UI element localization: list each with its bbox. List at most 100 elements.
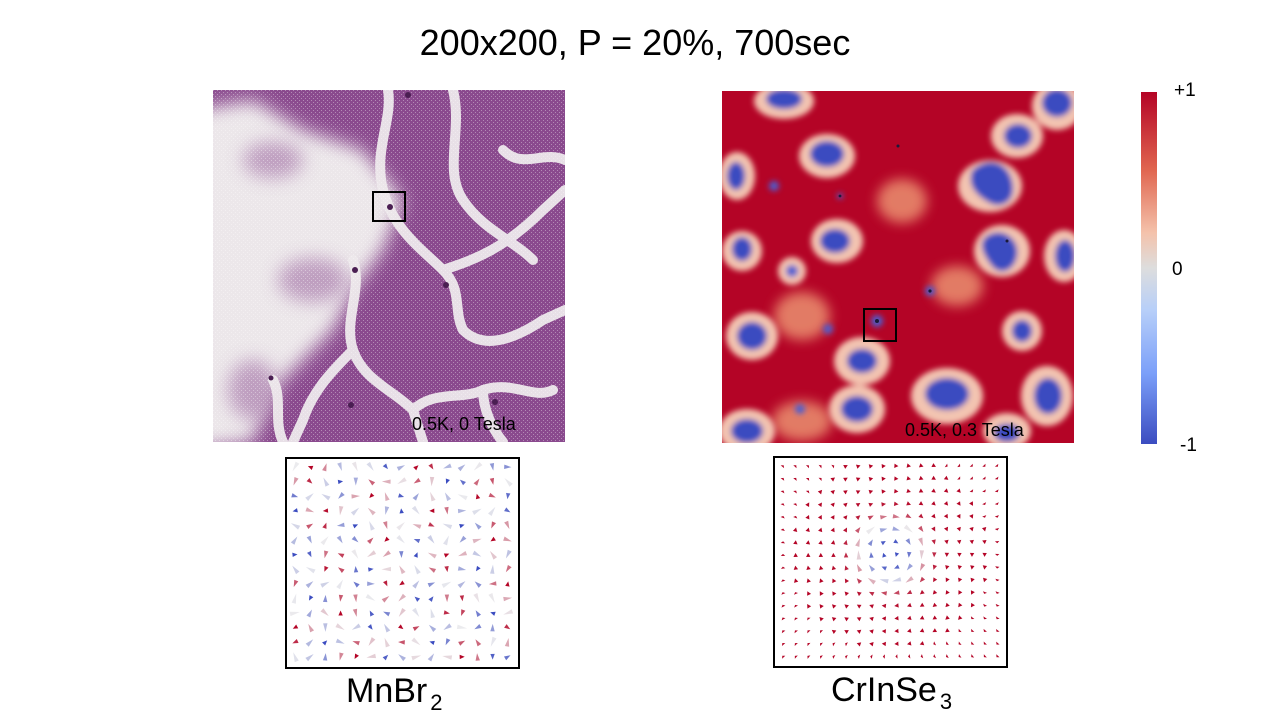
spin-arrow: [411, 655, 422, 661]
spin-arrow: [879, 579, 889, 584]
spin-arrow: [337, 462, 342, 472]
spin-arrow: [981, 527, 987, 532]
spin-arrow: [384, 623, 391, 633]
spin-arrow: [831, 552, 836, 558]
spin-arrow: [456, 624, 468, 630]
spin-arrow: [324, 550, 329, 559]
spin-arrow: [780, 541, 786, 544]
spin-arrow: [793, 565, 799, 570]
spin-arrow: [807, 591, 812, 596]
spin-arrow: [306, 478, 313, 484]
spin-arrow: [982, 591, 988, 594]
spin-arrow: [504, 507, 511, 513]
spin-arrow: [818, 527, 823, 533]
spin-arrow: [382, 654, 389, 661]
figure-title: 200x200, P = 20%, 700sec: [419, 22, 851, 63]
spin-arrow: [352, 524, 359, 529]
spin-arrow: [880, 591, 887, 596]
spin-arrow: [490, 623, 495, 632]
spin-arrow: [982, 489, 986, 493]
spin-arrow: [383, 580, 388, 587]
spin-arrow: [918, 525, 924, 532]
spin-arrow: [982, 463, 986, 467]
spin-arrow: [982, 515, 987, 518]
spin-arrow: [475, 565, 481, 572]
spin-arrow: [459, 654, 465, 660]
spin-arrow: [458, 640, 466, 646]
spin-arrow: [793, 490, 797, 494]
spin-arrow: [867, 539, 873, 547]
spin-arrow: [856, 578, 863, 584]
spin-arrow: [430, 608, 436, 619]
spin-arrow: [995, 578, 1000, 582]
spin-arrow: [906, 501, 911, 506]
spin-arrow: [781, 643, 786, 646]
spin-arrow: [457, 581, 466, 589]
spin-arrow: [444, 506, 449, 515]
spin-arrow: [820, 630, 824, 634]
material-name-mnbr2: MnBr: [346, 672, 428, 710]
spin-arrow: [969, 514, 974, 519]
spin-arrow: [830, 527, 835, 533]
spin-arrow: [504, 638, 510, 647]
spin-arrow: [305, 566, 316, 574]
spin-arrow: [474, 623, 482, 630]
spin-arrow: [906, 589, 913, 595]
spin-arrow: [970, 602, 975, 608]
spin-arrow: [503, 609, 514, 615]
spin-arrow: [780, 465, 785, 469]
spin-arrow: [867, 515, 874, 521]
spin-arrow: [983, 654, 987, 658]
spin-arrow: [958, 590, 963, 595]
spin-arrow: [780, 477, 785, 481]
spin-arrow: [384, 536, 390, 542]
spin-arrow: [943, 501, 949, 506]
spin-arrow: [996, 641, 1000, 645]
spin-arrow: [931, 526, 936, 532]
spin-arrow: [412, 523, 422, 529]
spin-arrow: [338, 594, 344, 602]
spin-arrow: [397, 477, 407, 485]
spin-arrow: [918, 513, 924, 519]
spin-arrow: [956, 526, 961, 532]
spin-arrow: [995, 566, 1000, 569]
spin-arrow: [983, 616, 987, 620]
spin-arrow: [957, 476, 961, 480]
spin-arrow: [396, 465, 406, 471]
spin-arrow: [855, 464, 861, 469]
spin-arrow: [427, 653, 435, 662]
spin-arrow: [845, 642, 848, 647]
spin-arrow: [322, 594, 328, 603]
spin-arrow: [855, 490, 861, 495]
spin-arrow: [933, 654, 936, 659]
spin-arrow: [293, 579, 299, 588]
spin-arrow: [945, 654, 949, 658]
spin-arrow: [819, 591, 824, 596]
spin-arrow: [817, 502, 822, 508]
spin-arrow: [831, 565, 837, 571]
spin-arrow: [489, 550, 498, 560]
material-subscript-mnbr2: 2: [430, 690, 443, 715]
spin-arrow: [933, 641, 937, 646]
vector-field-mnbr2: [285, 457, 520, 669]
spin-arrow: [969, 476, 973, 480]
spin-arrow: [503, 536, 512, 542]
spin-arrow: [906, 476, 911, 481]
spin-arrow: [832, 604, 837, 609]
spin-arrow: [324, 565, 329, 572]
spin-arrow: [805, 465, 809, 469]
spin-arrow: [982, 476, 986, 480]
spin-arrow: [931, 513, 936, 519]
spin-arrow: [869, 552, 874, 558]
spin-arrow: [367, 507, 376, 516]
spin-arrow: [919, 563, 926, 572]
spin-arrow: [472, 538, 482, 544]
spin-arrow: [307, 465, 314, 470]
spin-arrow: [306, 551, 312, 558]
spin-arrow: [381, 595, 390, 603]
spin-arrow: [881, 566, 887, 571]
spin-arrow: [457, 566, 467, 571]
spin-arrow: [443, 610, 450, 615]
spin-arrow: [905, 576, 914, 583]
spin-arrow: [445, 638, 451, 646]
